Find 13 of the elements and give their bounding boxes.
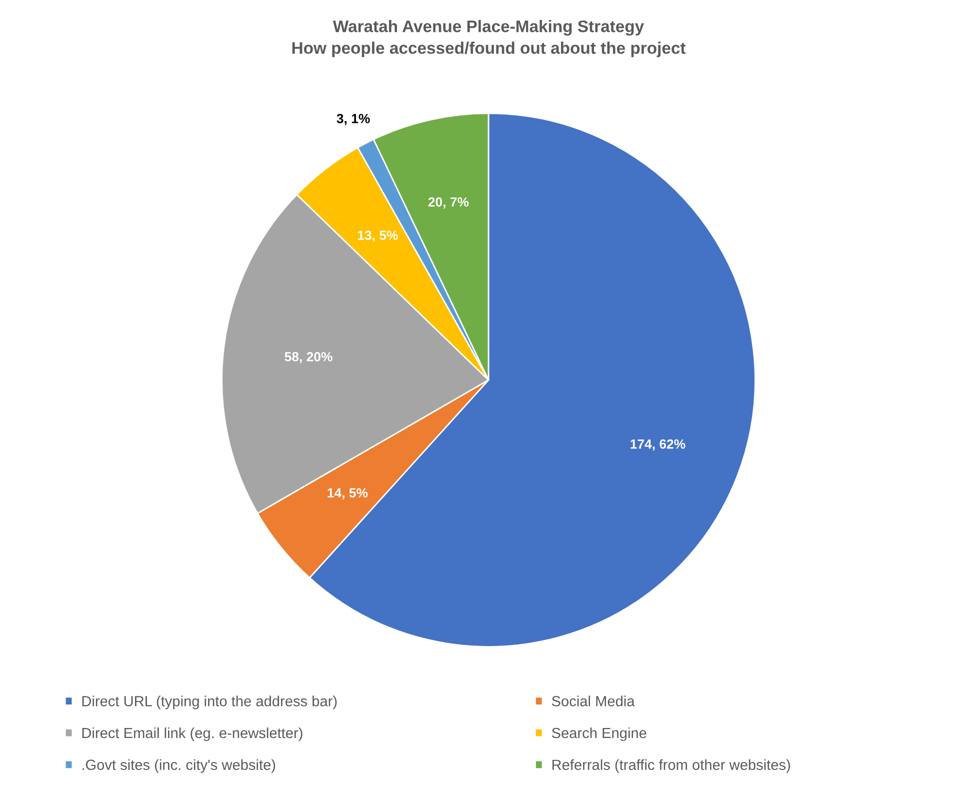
data-label: 20, 7% [428,197,469,209]
chart-title: Waratah Avenue Place-Making Strategy How people accessed/found out about the project [292,20,686,58]
data-label: 13, 5% [358,230,398,242]
legend-label: Referrals (traffic from other websites) [552,759,790,773]
data-label: 3, 1% [336,114,370,126]
legend-label: Direct Email link (eg. e-newsletter) [82,727,302,742]
data-label: 58, 20% [284,352,332,364]
data-label: 174, 62% [630,439,686,451]
legend-label: .Govt sites (inc. city's website) [82,759,276,773]
legend-label: Social Media [552,696,635,706]
legend-label: Search Engine [552,727,646,742]
legend-label: Direct URL (typing into the address bar) [82,696,337,710]
data-label: 14, 5% [328,488,368,500]
